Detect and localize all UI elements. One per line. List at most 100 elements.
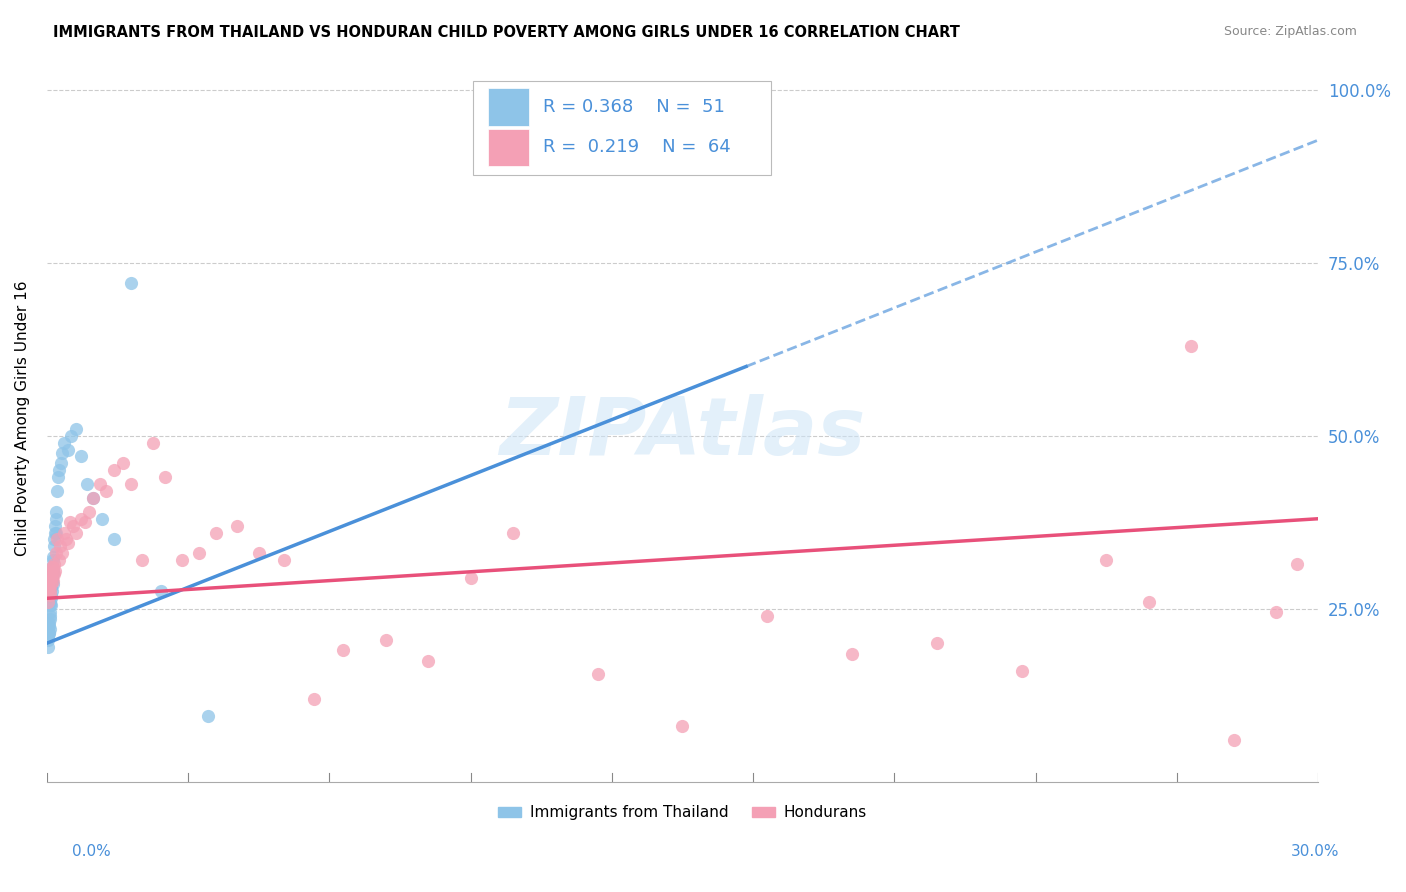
Point — [247, 546, 270, 560]
Point — [70, 450, 93, 464]
Point — [76, 477, 98, 491]
Point — [39, 570, 62, 584]
Point — [41, 560, 63, 574]
Point — [46, 484, 69, 499]
Point — [155, 470, 177, 484]
Point — [1264, 605, 1286, 619]
Point — [38, 619, 60, 633]
Point — [1137, 595, 1160, 609]
Point — [90, 512, 112, 526]
Point — [65, 525, 87, 540]
Point — [226, 518, 249, 533]
Point — [41, 581, 63, 595]
Point — [41, 584, 63, 599]
FancyBboxPatch shape — [472, 80, 772, 175]
Point — [42, 553, 65, 567]
Point — [41, 570, 63, 584]
Point — [925, 636, 948, 650]
Point — [42, 560, 65, 574]
Point — [38, 612, 60, 626]
Point — [37, 595, 59, 609]
Point — [49, 456, 72, 470]
Point — [53, 435, 76, 450]
Point — [42, 540, 65, 554]
Point — [418, 654, 440, 668]
Text: 30.0%: 30.0% — [1291, 845, 1339, 859]
Point — [41, 564, 63, 578]
Point — [38, 581, 60, 595]
Point — [37, 584, 59, 599]
Point — [41, 567, 63, 582]
Point — [45, 546, 67, 560]
Point — [374, 632, 396, 647]
Point — [52, 525, 75, 540]
Point — [188, 546, 211, 560]
Point — [150, 584, 173, 599]
Point — [60, 428, 83, 442]
Point — [120, 477, 142, 491]
Text: R =  0.219    N =  64: R = 0.219 N = 64 — [543, 138, 730, 156]
Point — [38, 615, 60, 630]
Point — [38, 626, 60, 640]
Point — [56, 536, 79, 550]
Point — [38, 584, 60, 599]
Point — [172, 553, 194, 567]
Point — [46, 470, 69, 484]
Point — [41, 577, 63, 591]
Point — [197, 709, 219, 723]
Point — [44, 533, 66, 547]
Point — [39, 577, 62, 591]
Y-axis label: Child Poverty Among Girls Under 16: Child Poverty Among Girls Under 16 — [15, 281, 30, 556]
Point — [460, 570, 482, 584]
Point — [42, 549, 65, 564]
Point — [41, 567, 63, 582]
Point — [39, 599, 62, 613]
Point — [332, 643, 354, 657]
Text: R = 0.368    N =  51: R = 0.368 N = 51 — [543, 98, 724, 116]
Point — [37, 623, 59, 637]
Point — [103, 463, 125, 477]
Point — [44, 518, 66, 533]
Point — [69, 512, 91, 526]
Legend: Immigrants from Thailand, Hondurans: Immigrants from Thailand, Hondurans — [492, 799, 873, 826]
Point — [41, 591, 63, 606]
Point — [42, 574, 65, 588]
Point — [37, 640, 59, 654]
Point — [42, 567, 65, 582]
Point — [205, 525, 228, 540]
Point — [45, 512, 67, 526]
Point — [51, 546, 73, 560]
Point — [39, 599, 62, 613]
FancyBboxPatch shape — [488, 87, 529, 126]
Point — [111, 456, 134, 470]
Point — [45, 505, 67, 519]
Point — [51, 446, 73, 460]
Point — [56, 442, 79, 457]
Point — [42, 564, 65, 578]
Point — [62, 518, 84, 533]
Point — [1011, 664, 1033, 678]
Point — [671, 719, 693, 733]
Point — [1222, 733, 1244, 747]
Point — [82, 491, 104, 505]
Text: IMMIGRANTS FROM THAILAND VS HONDURAN CHILD POVERTY AMONG GIRLS UNDER 16 CORRELAT: IMMIGRANTS FROM THAILAND VS HONDURAN CHI… — [53, 25, 960, 40]
Point — [38, 574, 60, 588]
Point — [65, 422, 87, 436]
Point — [89, 477, 111, 491]
Point — [46, 533, 69, 547]
Text: 0.0%: 0.0% — [72, 845, 111, 859]
Point — [131, 553, 153, 567]
Point — [41, 560, 63, 574]
Point — [44, 564, 66, 578]
Point — [142, 435, 165, 450]
Point — [44, 525, 66, 540]
Point — [37, 632, 59, 647]
Point — [48, 553, 70, 567]
Point — [94, 484, 117, 499]
Point — [1180, 339, 1202, 353]
Point — [82, 491, 104, 505]
FancyBboxPatch shape — [488, 128, 529, 166]
Point — [1286, 557, 1309, 571]
Point — [55, 533, 77, 547]
Point — [273, 553, 295, 567]
